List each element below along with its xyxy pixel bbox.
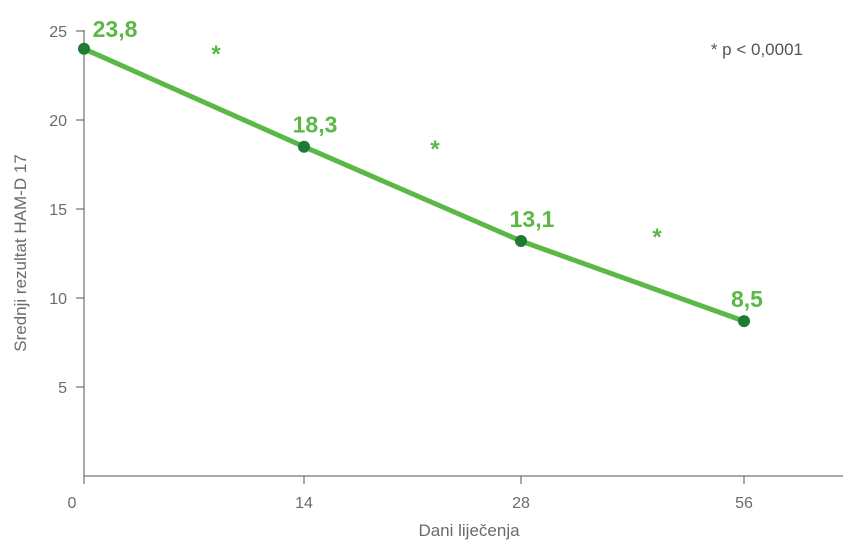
data-point: [738, 315, 750, 328]
x-tick-label: 14: [295, 495, 313, 512]
y-ticks: 5 10 15 20 25: [49, 24, 84, 397]
data-label: 8,5: [731, 286, 763, 312]
y-tick-label: 15: [49, 202, 67, 219]
y-tick-label: 5: [58, 380, 67, 397]
x-tick-label: 28: [512, 495, 530, 512]
x-tick-label: 56: [735, 495, 753, 512]
x-ticks: 0 14 28 56: [68, 476, 753, 512]
y-tick-label: 10: [49, 291, 67, 308]
series-line: [81, 46, 747, 324]
significance-star: *: [430, 136, 440, 163]
y-tick-label: 25: [49, 24, 67, 41]
y-axis-title: Srednji rezultat HAM-D 17: [11, 154, 30, 351]
data-point: [298, 140, 310, 153]
x-tick-label: 0: [68, 495, 77, 512]
x-axis-title: Dani liječenja: [418, 521, 520, 540]
y-tick-label: 20: [49, 113, 67, 130]
data-label: 23,8: [93, 16, 138, 42]
significance-star: *: [652, 224, 662, 251]
significance-star: *: [211, 41, 221, 68]
series-layer: 23,8 18,3 13,1 8,5: [78, 16, 763, 328]
significance-note: * p < 0,0001: [711, 40, 803, 59]
data-label: 13,1: [510, 206, 555, 232]
data-point: [78, 42, 90, 55]
significance-marks: * * *: [211, 41, 662, 251]
data-point: [515, 235, 527, 248]
data-label: 18,3: [293, 112, 338, 138]
